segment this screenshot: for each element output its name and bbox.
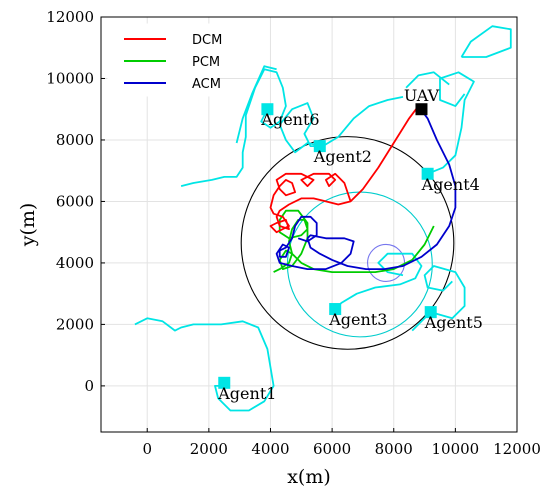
legend-label-acm: ACM	[192, 77, 221, 92]
agent-trajectories-segment	[427, 71, 475, 175]
dcm-line	[269, 105, 420, 234]
agent6-marker	[261, 103, 274, 116]
agent5-label: Agent5	[424, 313, 483, 332]
agent4-marker	[421, 167, 434, 180]
uav-marker	[415, 103, 428, 116]
agent1-label: Agent1	[217, 384, 276, 403]
y-tick-label: 4000	[56, 254, 94, 272]
agent4-label: Agent4	[421, 175, 480, 194]
agent-markers: UAV Agent1 Agent2 Agent3 Agent4 Agent5 Agent6	[217, 86, 483, 403]
agent-trajectories-segment	[405, 71, 450, 89]
coverage-circle	[240, 136, 455, 350]
uav-label: UAV	[404, 86, 440, 105]
x-tick-label: 8000	[375, 440, 413, 458]
y-axis-ticks: 0 2000 4000 6000 8000 10000 12000	[46, 8, 105, 395]
agent-trajectories-segment	[180, 68, 287, 187]
agent-trajectories-segment	[322, 96, 404, 147]
x-tick-label: 2000	[190, 440, 228, 458]
x-tick-label: 0	[142, 440, 152, 458]
y-tick-label: 0	[84, 377, 94, 395]
y-tick-label: 8000	[56, 131, 94, 149]
agent2-marker	[313, 140, 326, 153]
legend-label-dcm: DCM	[192, 33, 222, 48]
y-axis-label: y(m)	[17, 203, 39, 248]
legend: DCM PCM ACM	[107, 23, 222, 97]
agent3-label: Agent3	[328, 310, 387, 329]
x-axis-ticks: 0 2000 4000 6000 8000 10000 12000	[142, 428, 541, 458]
agent2-label: Agent2	[313, 147, 372, 166]
x-tick-label: 12000	[493, 440, 541, 458]
pcm-line	[273, 209, 435, 273]
y-tick-label: 12000	[46, 8, 94, 26]
y-tick-label: 10000	[46, 69, 94, 87]
legend-label-pcm: PCM	[192, 55, 220, 70]
agent6-label: Agent6	[260, 110, 319, 129]
agent-trajectories-segment	[235, 65, 277, 144]
agent-trajectories-line	[134, 317, 275, 412]
y-tick-label: 2000	[56, 315, 94, 333]
agent3-marker	[329, 303, 342, 316]
x-tick-label: 6000	[313, 440, 351, 458]
x-tick-label: 4000	[251, 440, 289, 458]
agent5-marker	[424, 306, 437, 319]
agent1-marker	[218, 376, 231, 389]
x-tick-label: 10000	[432, 440, 480, 458]
y-tick-label: 6000	[56, 192, 94, 210]
agent-trajectories-segment	[423, 265, 466, 320]
series-lines	[134, 25, 512, 412]
acm-line	[275, 105, 457, 270]
x-axis-label: x(m)	[287, 466, 331, 488]
agent-trajectories-segment	[278, 102, 324, 154]
agent-trajectories-segment	[460, 25, 512, 58]
agent-trajectories-segment	[334, 252, 423, 310]
plot-frame	[100, 16, 518, 433]
